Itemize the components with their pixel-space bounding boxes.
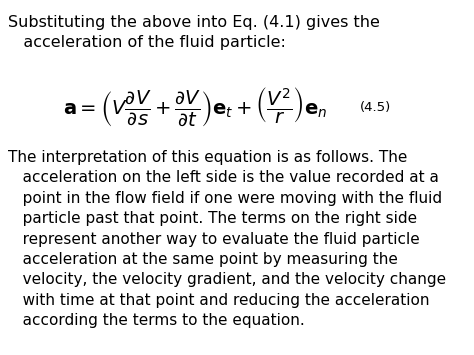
Text: $\mathbf{a} = \left(V\dfrac{\partial V}{\partial s} + \dfrac{\partial V}{\partia: $\mathbf{a} = \left(V\dfrac{\partial V}{…	[63, 86, 327, 128]
Text: Substituting the above into Eq. (4.1) gives the
   acceleration of the fluid par: Substituting the above into Eq. (4.1) gi…	[8, 15, 380, 50]
Text: The interpretation of this equation is as follows. The
   acceleration on the le: The interpretation of this equation is a…	[8, 150, 446, 328]
Text: (4.5): (4.5)	[360, 100, 391, 114]
